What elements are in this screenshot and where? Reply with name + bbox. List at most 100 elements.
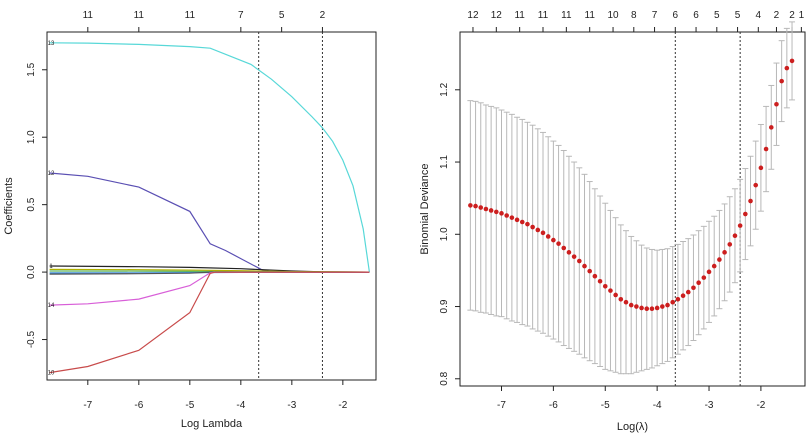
- deviance-point: [717, 257, 722, 262]
- deviance-point: [748, 198, 753, 204]
- top-tick-label: 2: [774, 10, 780, 21]
- deviance-point: [602, 284, 608, 289]
- deviance-point: [556, 241, 561, 246]
- top-tick-label: 11: [561, 10, 572, 21]
- path-label: 1: [49, 264, 53, 270]
- deviance-point: [468, 203, 473, 208]
- deviance-point: [618, 297, 624, 302]
- deviance-point: [592, 273, 598, 279]
- y-tick-label: 1.1: [439, 155, 450, 169]
- deviance-point: [514, 217, 520, 223]
- y-tick-label: -0.5: [26, 330, 37, 348]
- deviance-point: [499, 211, 504, 216]
- x-tick-label: -7: [497, 400, 506, 411]
- x-tick-label: -4: [653, 400, 662, 411]
- y-tick-label: 1.0: [26, 130, 37, 144]
- y-tick-label: 1.2: [439, 82, 450, 96]
- deviance-point: [535, 227, 541, 233]
- x-tick-label: -5: [185, 400, 194, 411]
- y-tick-label: 0.5: [26, 197, 37, 211]
- top-tick-label: 11: [134, 10, 145, 21]
- deviance-point: [504, 213, 509, 218]
- deviance-point: [566, 250, 572, 255]
- coefficient-line: [49, 271, 370, 306]
- deviance-point: [525, 221, 530, 227]
- coefficient-line: [49, 172, 370, 273]
- top-tick-label: 12: [491, 10, 503, 21]
- y-tick-label: 0.0: [26, 265, 37, 279]
- top-tick-label: 11: [83, 10, 94, 21]
- top-tick-label: 11: [514, 10, 525, 21]
- path-label: 12: [48, 171, 55, 177]
- deviance-point: [483, 206, 489, 212]
- deviance-point: [654, 305, 660, 311]
- deviance-point: [789, 58, 795, 64]
- deviance-point: [779, 78, 784, 84]
- deviance-point: [519, 219, 525, 225]
- deviance-point: [743, 211, 748, 217]
- top-tick-label: 10: [607, 10, 619, 21]
- deviance-point: [675, 297, 681, 302]
- top-tick-label: 11: [538, 10, 549, 21]
- deviance-point: [691, 285, 696, 291]
- cross-validation-panel: -7 -6 -5 -4 -3 -20.80.91.01.11.212 12 11 11 11 11 1…: [419, 10, 806, 433]
- x-tick-label: -2: [338, 400, 347, 411]
- deviance-point: [551, 237, 556, 243]
- deviance-point: [478, 205, 484, 210]
- deviance-point: [753, 182, 759, 188]
- deviance-point: [634, 304, 639, 309]
- top-tick-label: 7: [238, 10, 244, 21]
- deviance-point: [768, 125, 774, 130]
- path-label: 10: [48, 371, 55, 377]
- y-tick-label: 0.9: [439, 299, 450, 313]
- y-tick-label: 0.8: [439, 371, 450, 385]
- deviance-point: [561, 245, 567, 251]
- y-tick-label: 1.0: [439, 227, 450, 241]
- deviance-point: [696, 280, 701, 285]
- x-axis-label: Log(λ): [617, 421, 648, 433]
- deviance-point: [623, 299, 629, 305]
- coefficient-path-panel: -7 -6 -5 -4 -3 -2 -0.5 0.0 0.5 1.0 1.5 11 11 11 7 5 2 13 1…: [3, 10, 377, 430]
- y-axis-label: Coefficients: [3, 177, 15, 235]
- x-tick-label: -3: [287, 400, 296, 411]
- top-tick-label: 11: [185, 10, 196, 21]
- deviance-point: [685, 289, 691, 295]
- path-label: 14: [48, 303, 55, 309]
- x-axis-label: Log Lambda: [181, 418, 243, 430]
- x-tick-label: -2: [756, 400, 765, 411]
- top-tick-label: 1: [799, 10, 805, 21]
- y-axis-label: Binomial Deviance: [419, 163, 431, 254]
- deviance-point: [530, 224, 535, 230]
- deviance-point: [737, 223, 743, 228]
- top-tick-label: 5: [714, 10, 720, 21]
- top-tick-label: 2: [320, 10, 326, 21]
- x-tick-label: -6: [134, 400, 143, 411]
- top-tick-label: 11: [585, 10, 596, 21]
- deviance-point: [727, 242, 733, 247]
- deviance-point: [649, 306, 655, 311]
- top-tick-label: 2: [789, 10, 795, 21]
- deviance-point: [711, 263, 717, 269]
- deviance-point: [774, 101, 779, 107]
- deviance-point: [732, 233, 738, 239]
- deviance-point: [545, 234, 551, 239]
- x-tick-label: -3: [705, 400, 714, 411]
- deviance-point: [494, 209, 499, 215]
- deviance-point: [582, 263, 587, 269]
- x-tick-label: -6: [549, 400, 558, 411]
- deviance-point: [613, 292, 618, 298]
- path-label: 13: [48, 41, 55, 47]
- x-tick-label: -4: [236, 400, 245, 411]
- deviance-point: [540, 230, 546, 236]
- deviance-point: [784, 65, 790, 71]
- top-tick-label: 8: [631, 10, 637, 21]
- deviance-point: [665, 302, 670, 308]
- deviance-point: [628, 302, 634, 308]
- deviance-point: [608, 288, 613, 293]
- deviance-point: [587, 268, 592, 274]
- deviance-point: [680, 293, 686, 298]
- plot-frame: [459, 31, 806, 387]
- deviance-point: [763, 146, 769, 152]
